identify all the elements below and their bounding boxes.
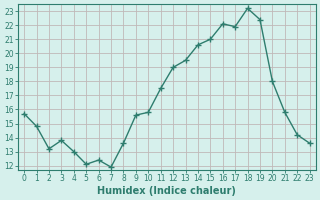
X-axis label: Humidex (Indice chaleur): Humidex (Indice chaleur) (98, 186, 236, 196)
